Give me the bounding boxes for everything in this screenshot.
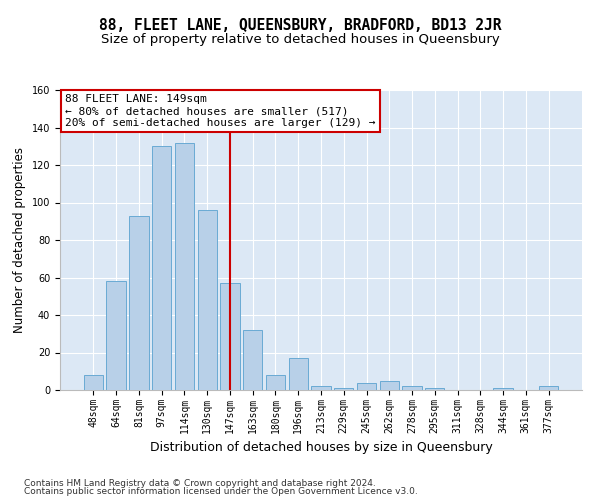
Bar	[84, 375, 103, 390]
Bar	[493, 388, 513, 390]
Bar	[175, 142, 194, 390]
Bar	[311, 386, 331, 390]
Text: Contains public sector information licensed under the Open Government Licence v3: Contains public sector information licen…	[24, 487, 418, 496]
Bar	[357, 382, 376, 390]
Bar	[425, 388, 445, 390]
Bar	[243, 330, 262, 390]
Bar	[129, 216, 149, 390]
Bar	[220, 283, 239, 390]
Text: 88 FLEET LANE: 149sqm
← 80% of detached houses are smaller (517)
20% of semi-det: 88 FLEET LANE: 149sqm ← 80% of detached …	[65, 94, 376, 128]
Bar	[152, 146, 172, 390]
Bar	[403, 386, 422, 390]
Text: Contains HM Land Registry data © Crown copyright and database right 2024.: Contains HM Land Registry data © Crown c…	[24, 478, 376, 488]
Text: 88, FLEET LANE, QUEENSBURY, BRADFORD, BD13 2JR: 88, FLEET LANE, QUEENSBURY, BRADFORD, BD…	[99, 18, 501, 32]
Text: Size of property relative to detached houses in Queensbury: Size of property relative to detached ho…	[101, 32, 499, 46]
Bar	[106, 281, 126, 390]
Bar	[334, 388, 353, 390]
X-axis label: Distribution of detached houses by size in Queensbury: Distribution of detached houses by size …	[149, 441, 493, 454]
Bar	[380, 380, 399, 390]
Bar	[289, 358, 308, 390]
Bar	[197, 210, 217, 390]
Y-axis label: Number of detached properties: Number of detached properties	[13, 147, 26, 333]
Bar	[266, 375, 285, 390]
Bar	[539, 386, 558, 390]
